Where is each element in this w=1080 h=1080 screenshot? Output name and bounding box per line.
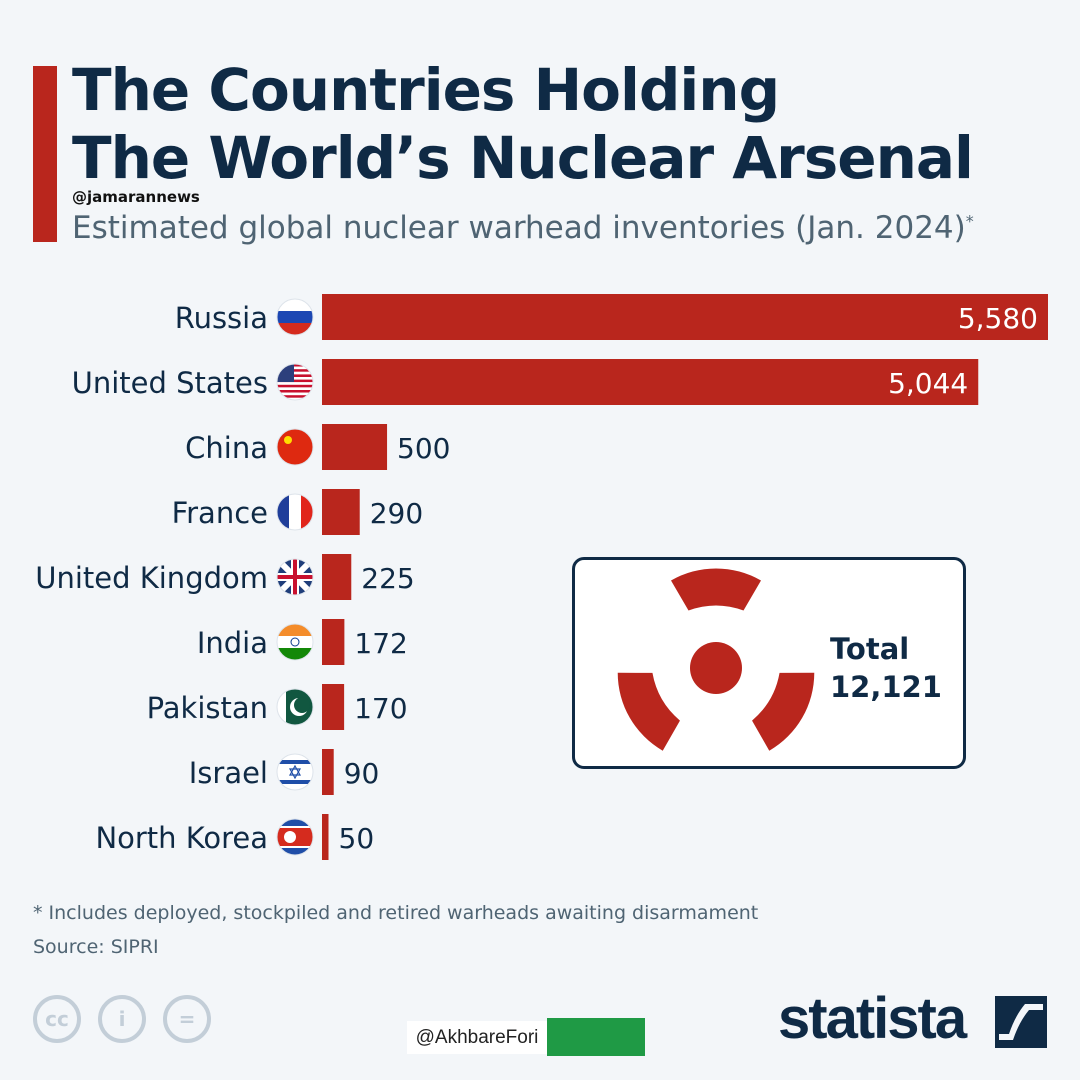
bar-united-kingdom	[322, 554, 352, 600]
value-label: 172	[354, 627, 407, 660]
bar-china	[322, 424, 388, 470]
statista-logo: statista	[778, 986, 967, 1051]
north-korea-flag-icon	[276, 818, 314, 856]
bar-russia	[322, 294, 1048, 340]
bar-india	[322, 619, 345, 665]
cc-icon: cc	[33, 995, 81, 1043]
value-label: 5,580	[958, 302, 1038, 335]
title-line-2: The World’s Nuclear Arsenal	[72, 124, 974, 192]
value-label: 290	[370, 497, 423, 530]
russia-flag-icon	[276, 298, 314, 336]
total-label: Total 12,121	[830, 630, 942, 706]
subtitle-text: Estimated global nuclear warhead invento…	[72, 210, 966, 246]
value-label: 500	[397, 432, 450, 465]
total-value: 12,121	[830, 670, 942, 704]
watermark-akhbarefori: @AkhbareFori	[407, 1021, 547, 1054]
bar-north-korea	[322, 814, 329, 860]
category-label: United States	[72, 366, 268, 400]
bar-france	[322, 489, 360, 535]
attribution-icon: i	[98, 995, 146, 1043]
value-label: 225	[361, 562, 414, 595]
statista-logo-icon	[995, 996, 1047, 1048]
category-label: Russia	[175, 301, 268, 335]
category-label: Israel	[189, 756, 268, 790]
bar-chart: Russia 5,580 United States 5,044 China 500 Fra…	[35, 294, 1048, 860]
france-flag-icon	[276, 493, 314, 531]
no-derivatives-icon: =	[163, 995, 211, 1043]
israel-flag-icon	[276, 753, 314, 791]
bar-united-states	[322, 359, 979, 405]
usa-flag-icon	[276, 363, 314, 401]
category-label: India	[197, 626, 268, 660]
subtitle: Estimated global nuclear warhead invento…	[72, 210, 974, 246]
footnote: * Includes deployed, stockpiled and reti…	[33, 902, 759, 924]
title-line-1: The Countries Holding	[72, 56, 780, 124]
india-flag-icon	[276, 623, 314, 661]
value-label: 50	[339, 822, 375, 855]
pakistan-flag-icon	[276, 688, 314, 726]
page-title: The Countries Holding The World’s Nuclea…	[72, 56, 974, 192]
category-label: Pakistan	[147, 691, 268, 725]
value-label: 5,044	[888, 367, 968, 400]
total-title: Total	[830, 632, 910, 666]
value-label: 90	[344, 757, 380, 790]
category-label: France	[172, 496, 268, 530]
bar-pakistan	[322, 684, 345, 730]
bar-israel	[322, 749, 334, 795]
china-flag-icon	[276, 428, 314, 466]
radiation-icon	[607, 568, 825, 757]
source: Source: SIPRI	[33, 936, 159, 958]
category-label: China	[185, 431, 268, 465]
value-label: 170	[354, 692, 407, 725]
accent-bar	[33, 66, 57, 242]
akhbarefori-logo	[547, 1018, 645, 1056]
watermark-handle: @jamarannews	[72, 188, 200, 206]
uk-flag-icon	[276, 558, 314, 596]
category-label: United Kingdom	[35, 561, 268, 595]
footnote-mark: *	[965, 211, 974, 231]
total-box: Total 12,121	[572, 557, 966, 769]
category-label: North Korea	[95, 821, 268, 855]
